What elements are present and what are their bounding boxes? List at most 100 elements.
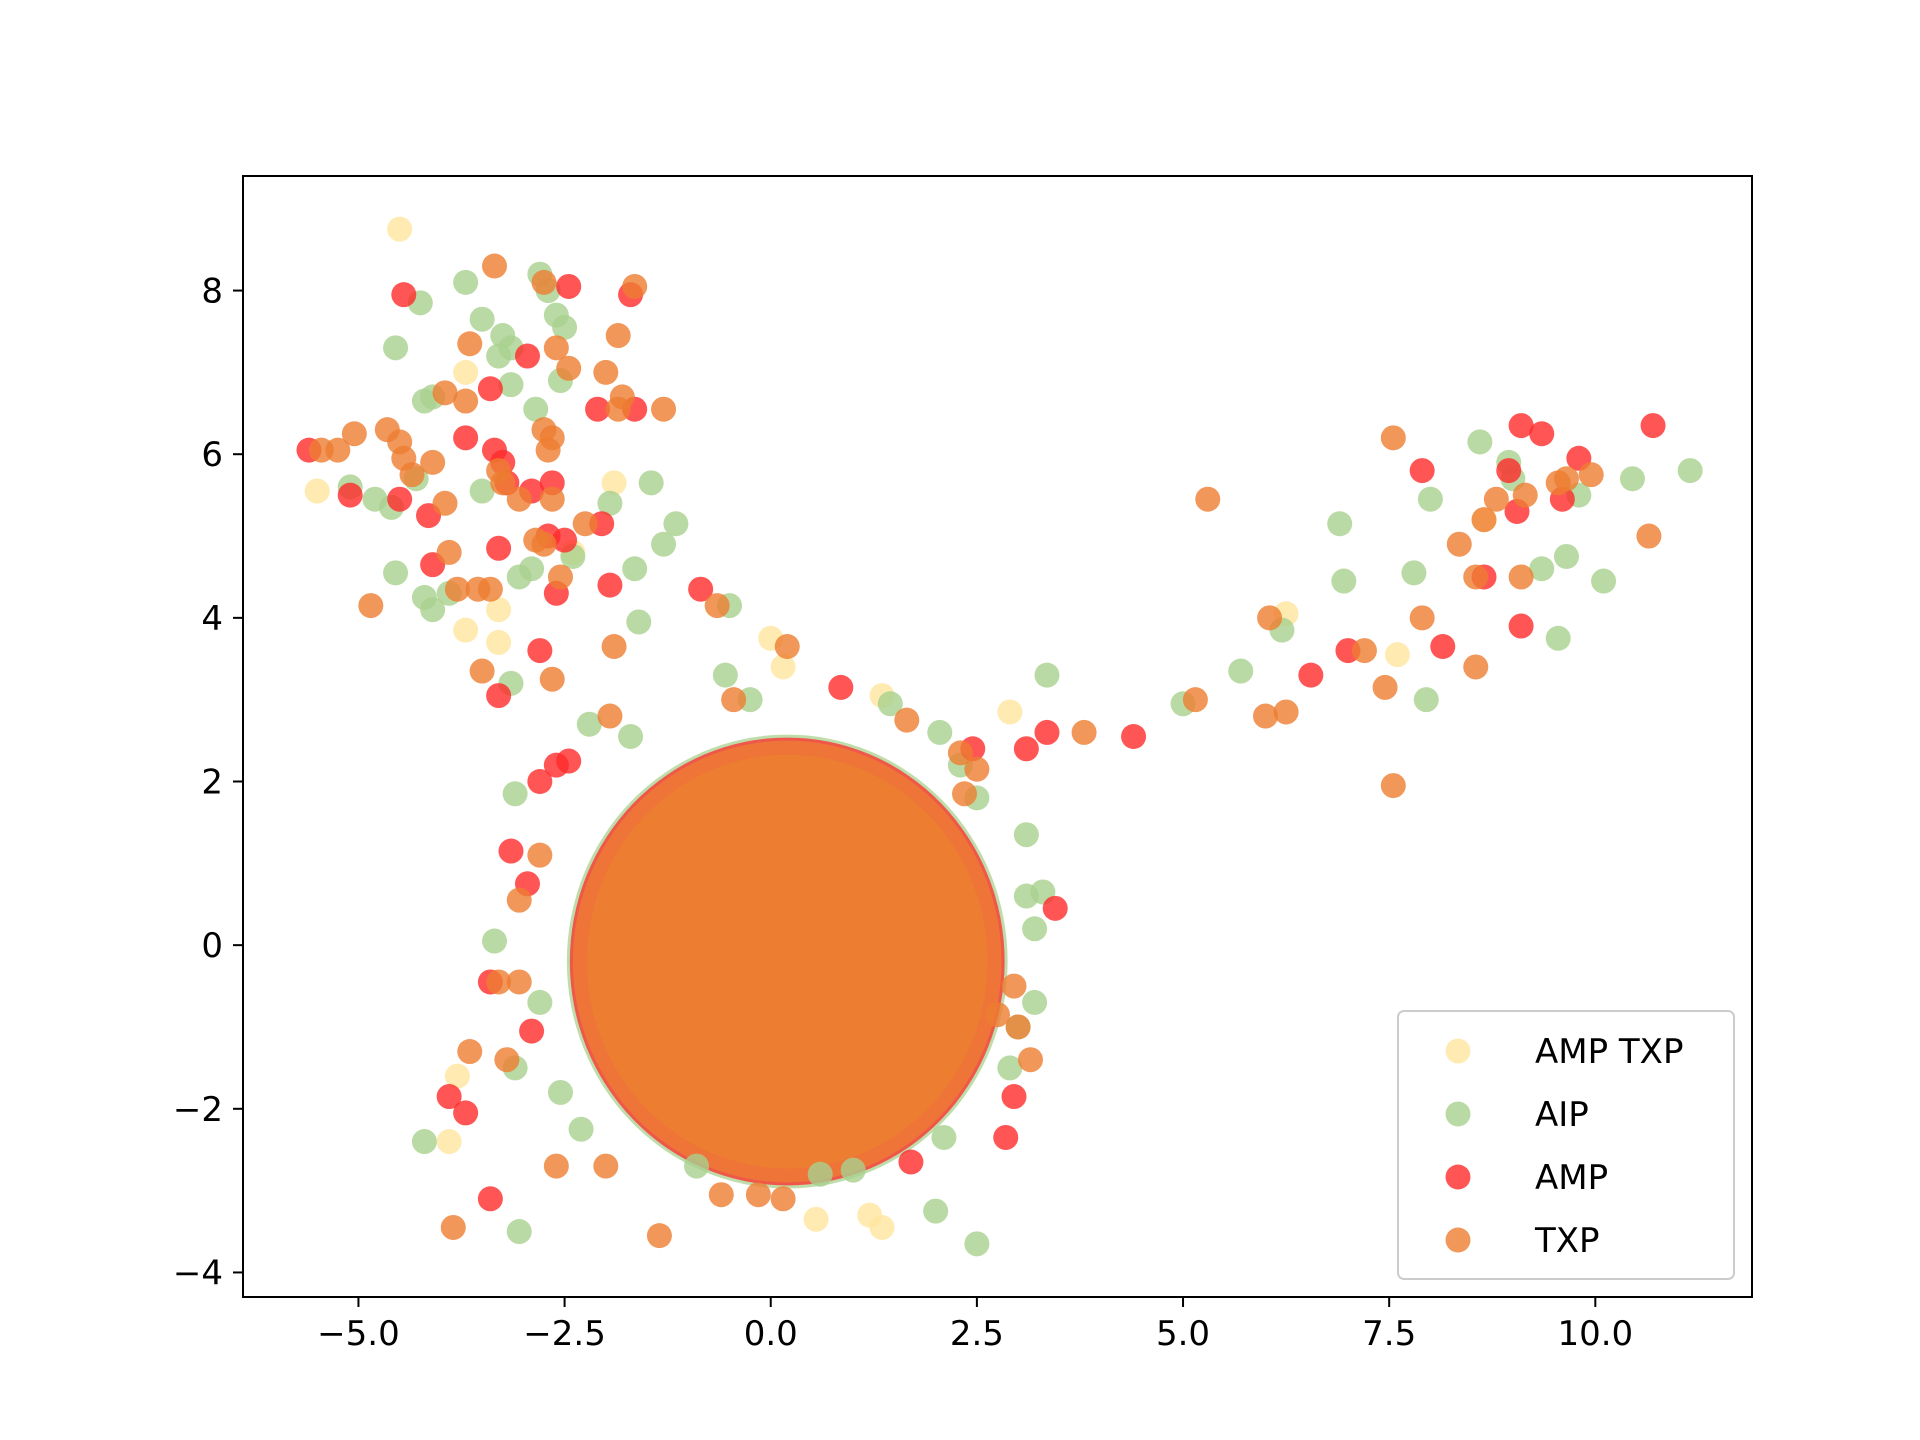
data-point (1677, 458, 1703, 484)
cluster-core (586, 754, 988, 1169)
data-point (1121, 724, 1147, 749)
data-point (708, 1182, 734, 1208)
data-point (486, 343, 512, 369)
data-point (1529, 421, 1555, 447)
data-point (1327, 511, 1353, 537)
data-point (1471, 507, 1497, 533)
data-point (547, 1079, 573, 1105)
data-point (997, 699, 1023, 725)
data-point (1463, 564, 1489, 590)
data-point (325, 437, 351, 463)
data-point (712, 662, 738, 688)
legend-label: TXP (1534, 1221, 1600, 1261)
data-point (543, 335, 569, 361)
x-tick-label: 0.0 (744, 1314, 798, 1354)
data-point (1578, 462, 1604, 488)
data-point (601, 470, 627, 496)
x-tick-label: 10.0 (1557, 1314, 1633, 1354)
data-point (523, 396, 549, 422)
y-tick-label: −4 (173, 1253, 223, 1293)
data-point (477, 376, 503, 402)
data-point (453, 425, 479, 451)
data-point (1430, 633, 1456, 659)
data-point (1351, 638, 1377, 664)
data-point (1252, 703, 1278, 729)
data-point (593, 359, 619, 385)
data-point (770, 654, 796, 680)
data-point (1372, 674, 1398, 700)
data-point (964, 756, 990, 782)
data-point (1034, 719, 1060, 745)
data-point (399, 462, 425, 488)
data-point (453, 359, 479, 385)
data-point (486, 683, 512, 709)
central-cluster (566, 734, 1008, 1189)
x-tick-label: −2.5 (523, 1314, 606, 1354)
data-point (638, 470, 664, 496)
data-point (436, 539, 462, 565)
data-point (1001, 973, 1027, 999)
legend: AMP TXP AIP AMP TXP (1397, 1010, 1735, 1280)
data-point (506, 564, 532, 590)
legend-label: AIP (1535, 1095, 1589, 1135)
data-point (1034, 662, 1060, 688)
data-point (457, 331, 483, 357)
data-point (898, 1149, 924, 1175)
data-point (444, 1063, 470, 1089)
data-point (1545, 625, 1571, 651)
data-point (383, 560, 409, 586)
data-point (688, 576, 714, 602)
data-point (337, 482, 363, 508)
data-point (477, 576, 503, 602)
data-point (304, 478, 330, 504)
data-point (651, 531, 677, 557)
data-point (927, 719, 953, 745)
data-point (1508, 564, 1534, 590)
y-tick-label: 0 (201, 926, 223, 966)
data-point (1001, 1084, 1027, 1110)
data-point (453, 1100, 479, 1126)
data-point (556, 273, 582, 299)
data-point (391, 282, 417, 308)
data-point (539, 666, 565, 692)
data-point (1463, 654, 1489, 680)
legend-label: AMP TXP (1535, 1032, 1683, 1072)
data-point (506, 887, 532, 913)
data-point (469, 478, 495, 504)
data-point (387, 486, 413, 512)
data-point (1331, 568, 1357, 594)
data-point (1512, 482, 1538, 508)
legend-label: AMP (1535, 1158, 1608, 1198)
data-point (894, 707, 920, 733)
data-point (411, 1129, 437, 1155)
data-point (1017, 1047, 1043, 1073)
data-point (1401, 560, 1427, 586)
data-point (1384, 642, 1410, 668)
data-point (877, 691, 903, 717)
data-point (440, 1214, 466, 1240)
data-point (432, 380, 458, 406)
data-point (807, 1161, 833, 1187)
data-point (704, 593, 730, 619)
data-point (482, 253, 507, 279)
data-point (568, 1116, 594, 1142)
data-point (1005, 1014, 1031, 1040)
data-point (436, 1129, 462, 1155)
y-axis: −4 −2 0 2 4 6 8 (173, 272, 243, 1293)
data-point (1640, 413, 1666, 439)
data-point (469, 306, 495, 332)
data-point (1619, 466, 1645, 492)
data-point (420, 449, 446, 475)
x-tick-label: 2.5 (950, 1314, 1004, 1354)
data-point (1553, 466, 1579, 492)
data-point (572, 511, 598, 537)
data-point (585, 396, 611, 422)
data-point (453, 617, 479, 643)
legend-marker (1445, 1227, 1471, 1253)
data-point (593, 1153, 619, 1179)
data-point (457, 1039, 483, 1065)
data-point (1529, 556, 1555, 582)
data-point (576, 711, 602, 737)
data-point (486, 969, 512, 995)
